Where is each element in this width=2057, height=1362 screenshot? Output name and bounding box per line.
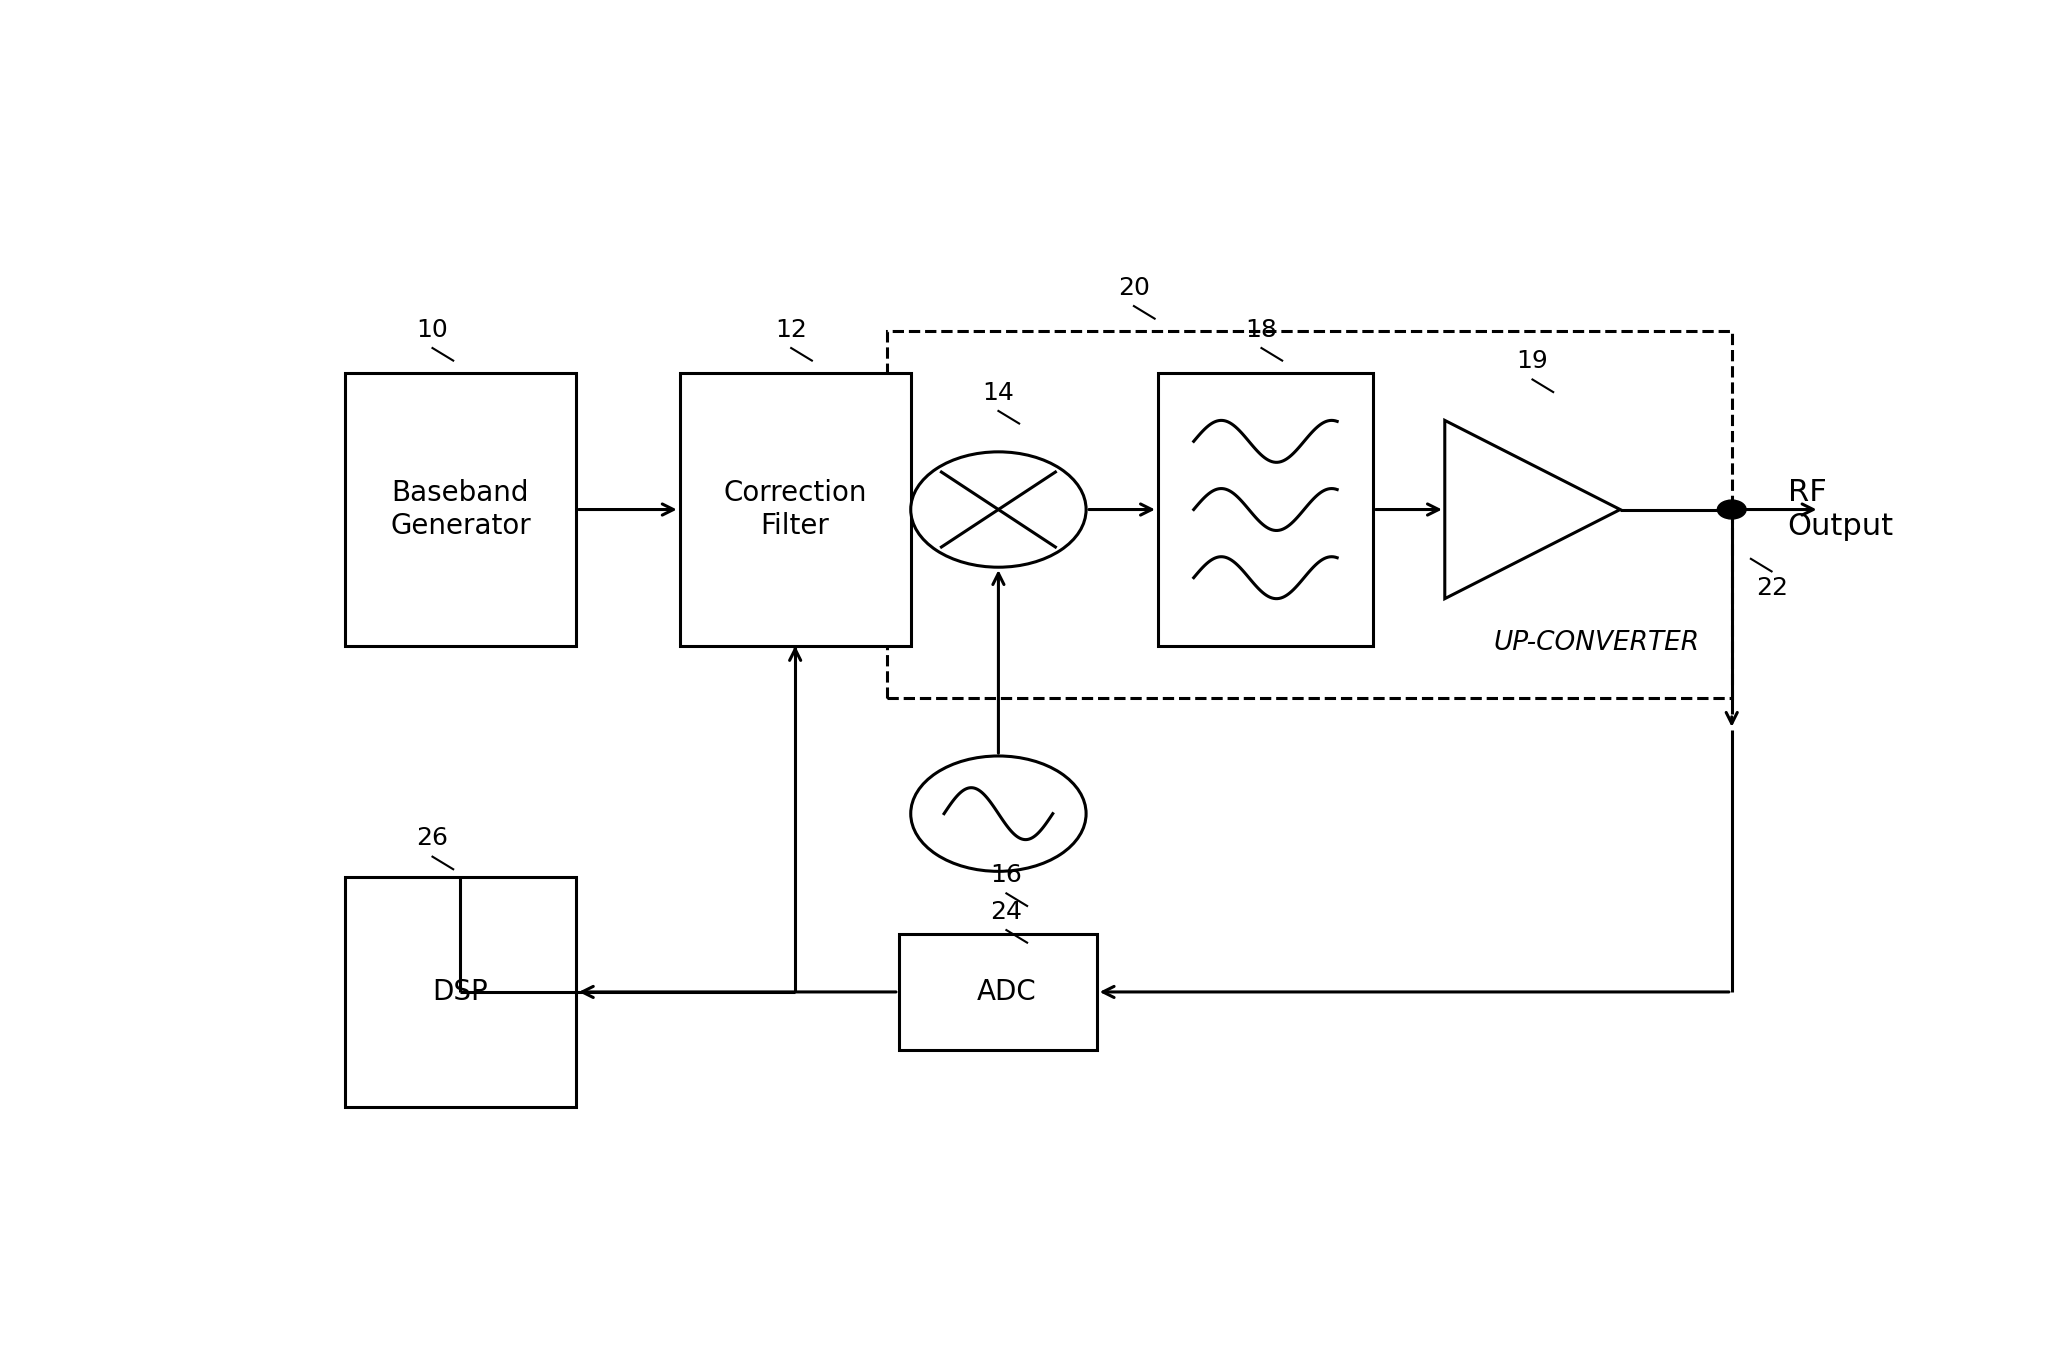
Text: 10: 10 [418, 317, 448, 342]
Text: 19: 19 [1516, 349, 1549, 373]
Text: 20: 20 [1119, 275, 1150, 300]
Text: 12: 12 [775, 317, 806, 342]
Text: ADC: ADC [977, 978, 1037, 1007]
Text: 18: 18 [1247, 317, 1277, 342]
Polygon shape [899, 934, 1096, 1050]
Circle shape [911, 756, 1086, 872]
Text: 26: 26 [416, 827, 448, 850]
Circle shape [1718, 500, 1746, 519]
Text: Baseband
Generator: Baseband Generator [391, 479, 531, 539]
Text: RF
Output: RF Output [1788, 478, 1894, 541]
Bar [679, 373, 911, 646]
Circle shape [911, 452, 1086, 567]
Text: Correction
Filter: Correction Filter [724, 479, 866, 539]
Text: UP-CONVERTER: UP-CONVERTER [1493, 631, 1699, 656]
Text: 16: 16 [991, 864, 1022, 887]
Text: 22: 22 [1755, 576, 1788, 601]
Bar [346, 373, 576, 646]
Bar [887, 331, 1732, 699]
Text: 14: 14 [983, 380, 1014, 405]
Text: 24: 24 [989, 900, 1022, 923]
Bar [346, 877, 576, 1107]
Text: DSP: DSP [432, 978, 488, 1007]
Polygon shape [1444, 421, 1621, 599]
Bar [1158, 373, 1372, 646]
